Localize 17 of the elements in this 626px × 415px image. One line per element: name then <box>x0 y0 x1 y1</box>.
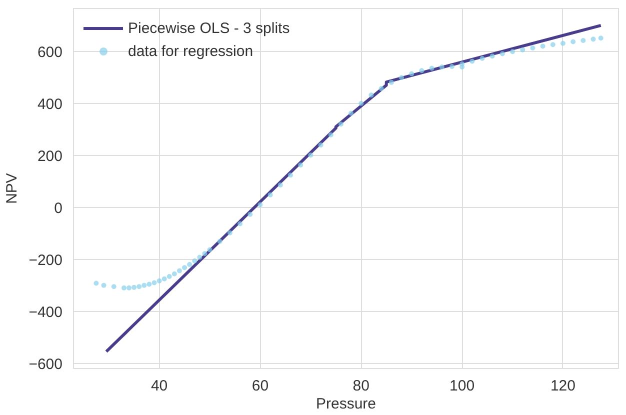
x-tick-label: 40 <box>150 378 168 394</box>
x-axis-title: Pressure <box>316 396 376 412</box>
y-tick-label: 0 <box>54 200 62 217</box>
x-tick-label: 60 <box>252 378 269 394</box>
y-tick-label: 200 <box>37 148 63 165</box>
y-tick-label: 600 <box>37 44 63 61</box>
y-tick-label: −600 <box>28 356 63 373</box>
x-tick-label: 80 <box>352 378 370 394</box>
line-series <box>104 24 602 354</box>
x-tick-label: 120 <box>550 378 576 394</box>
legend-label: data for regression <box>128 42 254 60</box>
y-tick-label: −400 <box>28 304 63 321</box>
x-tick-label: 100 <box>450 378 475 394</box>
y-tick-label: −200 <box>28 252 63 269</box>
y-axis-title: NPV <box>4 173 21 204</box>
y-tick-label: 400 <box>37 96 63 113</box>
legend-label: Piecewise OLS - 3 splits <box>128 20 290 36</box>
